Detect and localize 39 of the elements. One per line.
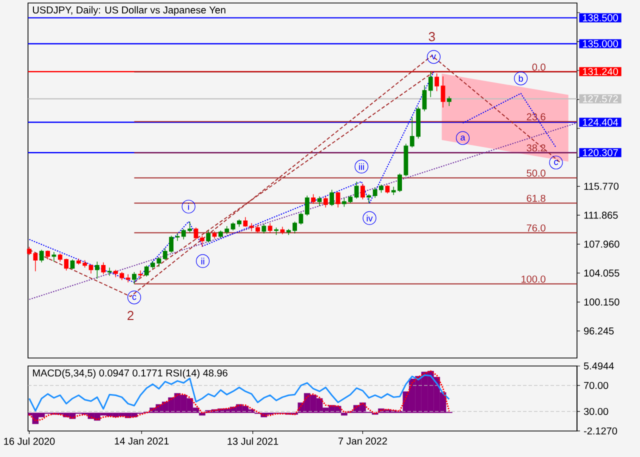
data-label: iii [359, 163, 364, 170]
y2-tick-label: 70.00 [584, 382, 608, 390]
x-tick-label: 14 Jan 2021 [114, 438, 169, 445]
ref-line-label: 127.572 [582, 95, 618, 102]
series-label: 0.0 [532, 64, 546, 71]
x-tick-label: 13 Jul 2021 [228, 438, 278, 445]
ref-line-label: 124.404 [582, 118, 618, 126]
series-label: 23.6 [526, 113, 546, 120]
annotation: 3 [428, 32, 435, 42]
data-label: a [460, 136, 466, 141]
y-tick-label: 111.865 [584, 212, 618, 219]
y-tick-label: 104.055 [584, 270, 620, 277]
x-tick-label: 7 Jan 2022 [338, 438, 387, 445]
ref-line-label: 135.000 [582, 40, 618, 48]
y-tick-label: 96.245 [584, 327, 614, 335]
data-label: ii [201, 258, 204, 264]
data-label: b [518, 75, 523, 82]
series-label: 100.0 [522, 276, 546, 283]
series-label: 38.2 [526, 144, 546, 152]
series-label: 76.0 [526, 224, 546, 232]
data-label: c [554, 160, 558, 165]
y-tick-label: 5.4944 [584, 362, 614, 370]
y2-tick-label: 30.00 [584, 408, 608, 416]
series-label: 50.0 [526, 170, 546, 177]
data-label: iv [366, 214, 373, 222]
series-label: 61.8 [526, 194, 546, 202]
data-label: i [188, 203, 189, 210]
y-tick-label: 115.770 [584, 182, 619, 190]
data-label: c [132, 294, 136, 300]
chart-title: MACD(5,34,5) 0.0947 0.1771 RSI(14) 48.96 [33, 369, 228, 379]
ref-line-label: 138.500 [582, 14, 618, 22]
ref-line-label: 120.307 [582, 149, 618, 156]
annotation: 2 [128, 310, 134, 320]
y-tick-label: 100.150 [584, 298, 620, 306]
chart-title: USDJPY, Daily: US Dollar vs Japanese Yen [32, 6, 226, 16]
y-tick-label: -2.1270 [584, 427, 618, 435]
y-tick-label: 107.960 [584, 240, 620, 248]
x-tick-label: 16 Jul 2020 [4, 438, 55, 445]
ref-line-label: 131.240 [582, 68, 618, 76]
